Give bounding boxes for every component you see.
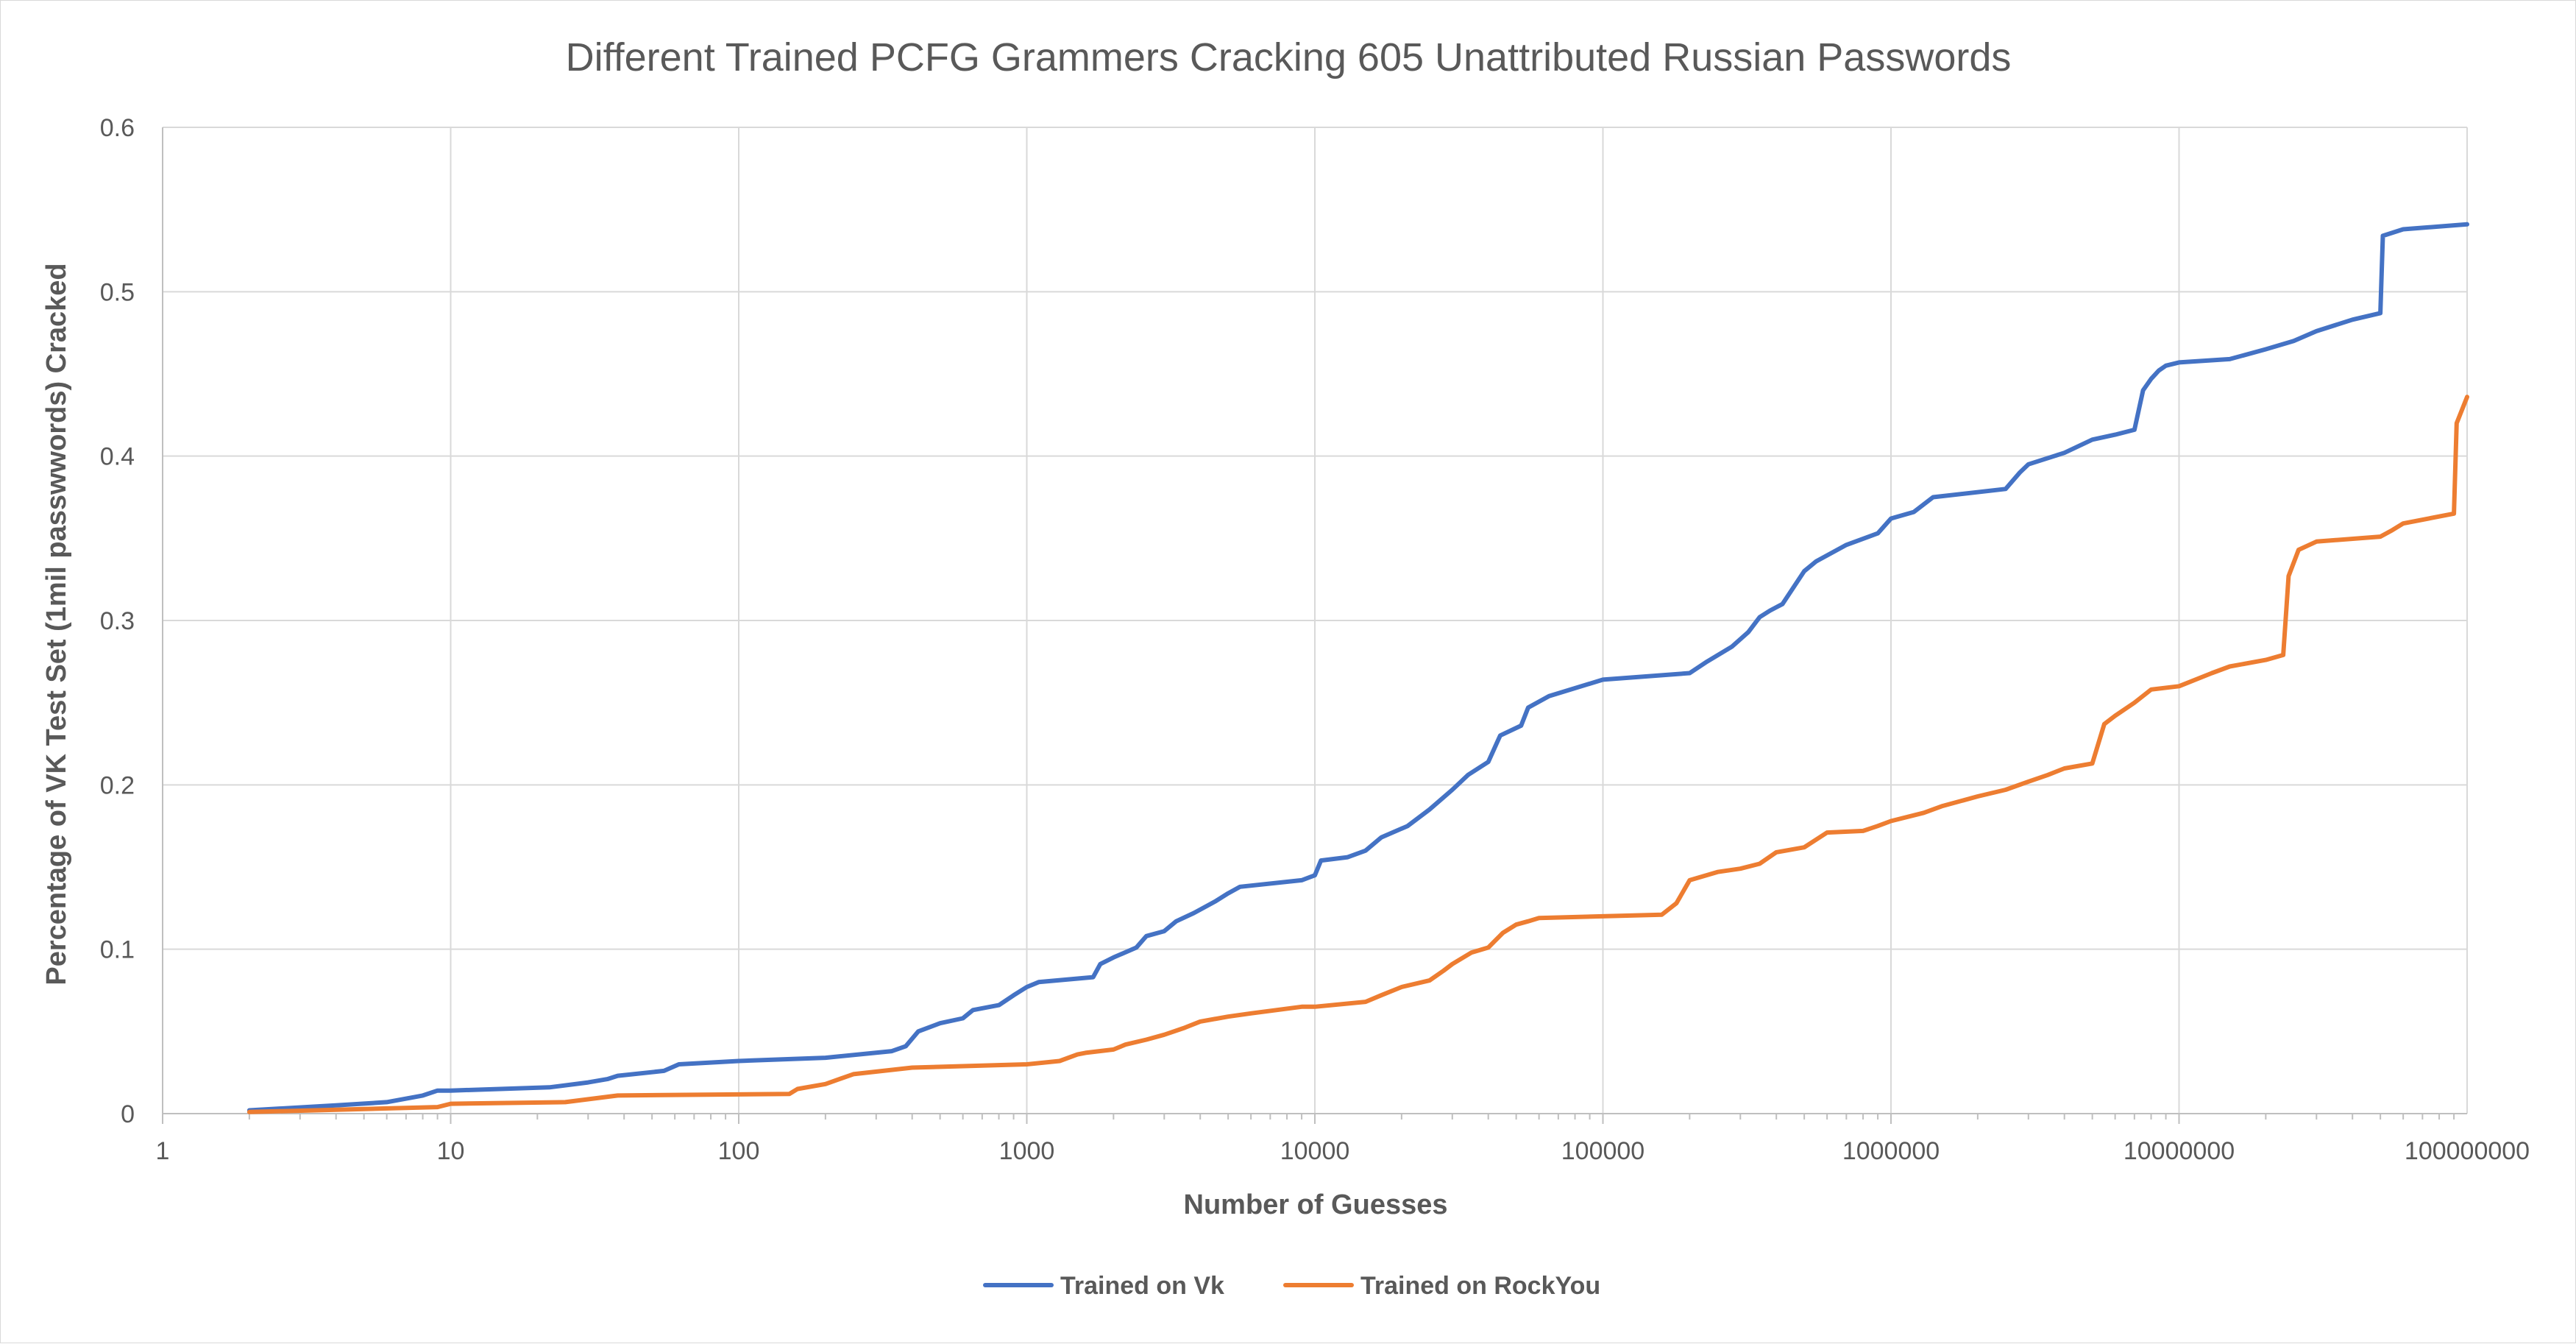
y-tick-label: 0.3 [100, 607, 135, 635]
legend: Trained on Vk Trained on RockYou [983, 1272, 1600, 1300]
y-tick-label: 0.1 [100, 936, 135, 964]
legend-label-0: Trained on Vk [1060, 1272, 1224, 1300]
axes [162, 127, 2467, 1124]
x-tick-label: 100 [718, 1137, 760, 1165]
gridlines [163, 127, 2468, 1114]
x-tick-label: 1000000 [1842, 1137, 1940, 1165]
series-line-0 [246, 222, 2469, 1113]
x-axis-tick-labels: 1 10 100 1000 10000 100000 1000000 10000000 1000… [156, 1137, 2530, 1165]
y-tick-label: 0.5 [100, 278, 135, 306]
x-tick-label: 10000000 [2123, 1137, 2235, 1165]
x-tick-label: 100000000 [2405, 1137, 2530, 1165]
y-tick-label: 0.6 [100, 114, 135, 142]
x-tick-label: 1000 [999, 1137, 1055, 1165]
y-tick-label: 0.2 [100, 771, 135, 799]
legend-label-1: Trained on RockYou [1360, 1272, 1600, 1300]
series-lines [246, 222, 2469, 1114]
series-line-1 [246, 395, 2469, 1114]
y-axis-tick-labels: 0 0.1 0.2 0.3 0.4 0.5 0.6 [100, 114, 135, 1128]
x-tick-label: 10000 [1280, 1137, 1350, 1165]
y-tick-label: 0.4 [100, 443, 135, 471]
x-tick-label: 100000 [1561, 1137, 1644, 1165]
x-tick-label: 1 [156, 1137, 170, 1165]
x-tick-label: 10 [437, 1137, 465, 1165]
x-axis-title: Number of Guesses [1184, 1189, 1448, 1220]
chart-title: Different Trained PCFG Grammers Cracking… [566, 35, 2012, 79]
y-tick-label: 0 [121, 1100, 135, 1128]
y-axis-title: Percentage of VK Test Set (1mil passwwor… [41, 263, 72, 985]
